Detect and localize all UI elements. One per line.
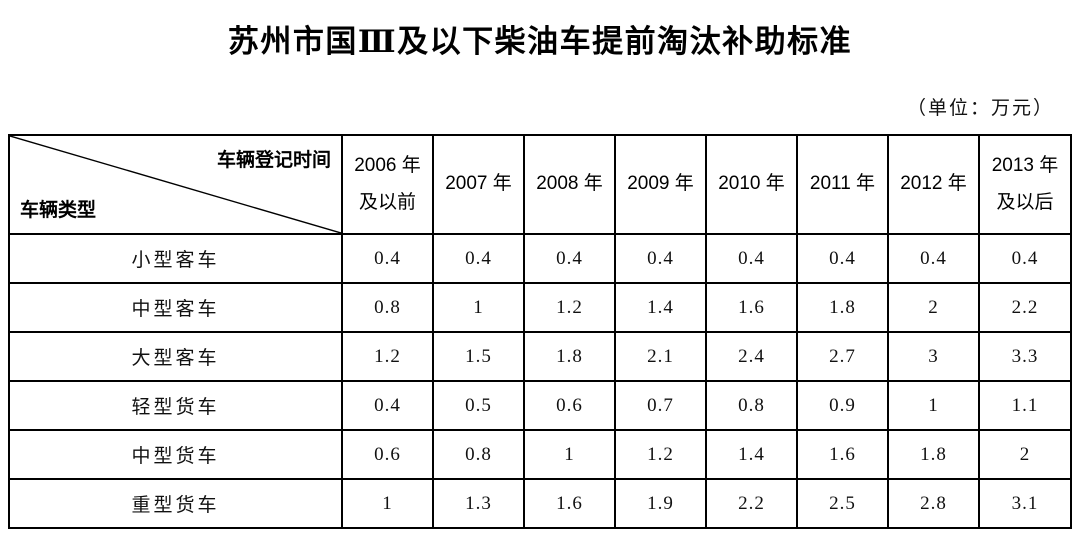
subsidy-value-cell: 0.4 (432, 233, 525, 284)
column-header-year-5: 2011 年 (796, 134, 889, 235)
subsidy-value-cell: 2 (978, 429, 1072, 480)
subsidy-value-cell: 0.4 (523, 233, 616, 284)
subsidy-value-cell: 1.6 (705, 282, 798, 333)
subsidy-value-cell: 1.1 (978, 380, 1072, 431)
subsidy-value-cell: 1.4 (614, 282, 707, 333)
subsidy-value-cell: 2.4 (705, 331, 798, 382)
table-row: 中型货车 0.6 0.8 1 1.2 1.4 1.6 1.8 2 (8, 429, 1072, 480)
row-label: 小型客车 (8, 233, 343, 284)
subsidy-value-cell: 3 (887, 331, 980, 382)
column-header-year-7: 2013 年 及以后 (978, 134, 1072, 235)
subsidy-table: 车辆登记时间 车辆类型 2006 年 及以前 2007 年 2008 年 2009 年… (8, 134, 1072, 529)
table-row: 轻型货车 0.4 0.5 0.6 0.7 0.8 0.9 1 1.1 (8, 380, 1072, 431)
column-header-year-6: 2012 年 (887, 134, 980, 235)
table-row: 重型货车 1 1.3 1.6 1.9 2.2 2.5 2.8 3.1 (8, 478, 1072, 529)
subsidy-value-cell: 1.6 (523, 478, 616, 529)
subsidy-value-cell: 0.6 (523, 380, 616, 431)
subsidy-value-cell: 0.4 (796, 233, 889, 284)
subsidy-value-cell: 1.6 (796, 429, 889, 480)
subsidy-value-cell: 0.6 (341, 429, 434, 480)
unit-note: （单位：万元） (906, 98, 1054, 119)
row-label: 重型货车 (8, 478, 343, 529)
corner-label-vehicle-type: 车辆类型 (20, 200, 97, 221)
subsidy-value-cell: 0.4 (705, 233, 798, 284)
subsidy-value-cell: 2.2 (705, 478, 798, 529)
table-body: 小型客车 0.4 0.4 0.4 0.4 0.4 0.4 0.4 0.4 中型客车 0.8 1 1.2 1… (8, 233, 1072, 529)
subsidy-value-cell: 1.8 (887, 429, 980, 480)
subsidy-value-cell: 1 (887, 380, 980, 431)
subsidy-value-cell: 1.5 (432, 331, 525, 382)
subsidy-value-cell: 0.5 (432, 380, 525, 431)
subsidy-value-cell: 2.8 (887, 478, 980, 529)
subsidy-value-cell: 0.8 (341, 282, 434, 333)
column-header-year-1: 2007 年 (432, 134, 525, 235)
subsidy-value-cell: 3.3 (978, 331, 1072, 382)
subsidy-value-cell: 1.3 (432, 478, 525, 529)
column-header-year-3: 2009 年 (614, 134, 707, 235)
subsidy-value-cell: 0.9 (796, 380, 889, 431)
subsidy-value-cell: 0.7 (614, 380, 707, 431)
row-label: 轻型货车 (8, 380, 343, 431)
table-row: 中型客车 0.8 1 1.2 1.4 1.6 1.8 2 2.2 (8, 282, 1072, 333)
table-row: 大型客车 1.2 1.5 1.8 2.1 2.4 2.7 3 3.3 (8, 331, 1072, 382)
subsidy-value-cell: 0.4 (614, 233, 707, 284)
subsidy-value-cell: 1.9 (614, 478, 707, 529)
row-label: 大型客车 (8, 331, 343, 382)
corner-label-registration-time: 车辆登记时间 (216, 150, 331, 171)
column-header-year-2: 2008 年 (523, 134, 616, 235)
subsidy-value-cell: 2 (887, 282, 980, 333)
subsidy-value-cell: 1.8 (796, 282, 889, 333)
table-row: 小型客车 0.4 0.4 0.4 0.4 0.4 0.4 0.4 0.4 (8, 233, 1072, 284)
subsidy-value-cell: 1.2 (523, 282, 616, 333)
subsidy-value-cell: 3.1 (978, 478, 1072, 529)
subsidy-value-cell: 1.8 (523, 331, 616, 382)
subsidy-value-cell: 0.4 (341, 380, 434, 431)
subsidy-value-cell: 1 (523, 429, 616, 480)
subsidy-value-cell: 2.2 (978, 282, 1072, 333)
subsidy-value-cell: 0.4 (887, 233, 980, 284)
subsidy-value-cell: 1.2 (614, 429, 707, 480)
subsidy-value-cell: 0.4 (978, 233, 1072, 284)
subsidy-value-cell: 1.4 (705, 429, 798, 480)
subsidy-value-cell: 2.7 (796, 331, 889, 382)
subsidy-value-cell: 0.4 (341, 233, 434, 284)
column-header-year-0: 2006 年 及以前 (341, 134, 434, 235)
row-label: 中型货车 (8, 429, 343, 480)
diagonal-divider (10, 136, 341, 233)
subsidy-value-cell: 2.1 (614, 331, 707, 382)
row-label: 中型客车 (8, 282, 343, 333)
column-header-year-4: 2010 年 (705, 134, 798, 235)
subsidy-value-cell: 1 (341, 478, 434, 529)
corner-header-cell: 车辆登记时间 车辆类型 (8, 134, 343, 235)
subsidy-value-cell: 0.8 (432, 429, 525, 480)
subsidy-value-cell: 1 (432, 282, 525, 333)
subsidy-value-cell: 2.5 (796, 478, 889, 529)
subsidy-value-cell: 1.2 (341, 331, 434, 382)
header-row: 车辆登记时间 车辆类型 2006 年 及以前 2007 年 2008 年 2009 年… (8, 134, 1072, 235)
page-title: 苏州市国Ⅲ及以下柴油车提前淘汰补助标准 (227, 24, 853, 59)
subsidy-value-cell: 0.8 (705, 380, 798, 431)
